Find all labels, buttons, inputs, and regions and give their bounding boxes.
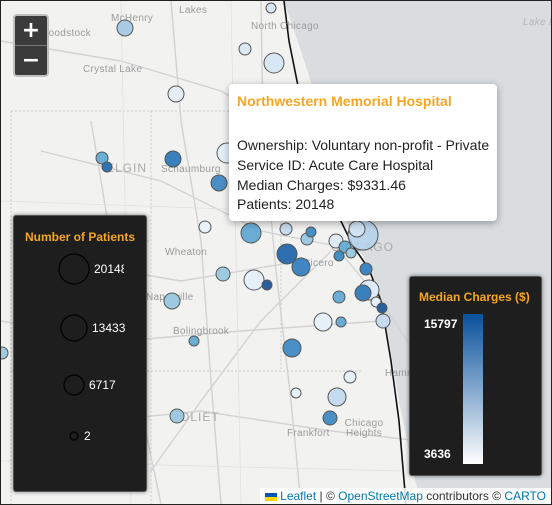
- hospital-marker[interactable]: [322, 410, 338, 426]
- place-label: McHenry: [111, 13, 154, 24]
- size-legend-circles: [58, 253, 90, 441]
- leaflet-link[interactable]: Leaflet: [280, 489, 317, 503]
- size-legend-label: 13433: [92, 321, 126, 335]
- hospital-marker[interactable]: [116, 19, 134, 37]
- hospital-marker[interactable]: [375, 313, 391, 329]
- attribution-contributors: contributors ©: [422, 489, 505, 503]
- hospital-marker[interactable]: [290, 387, 302, 399]
- place-label: Lake Mi: [523, 17, 551, 28]
- place-label: Cicero: [303, 258, 334, 269]
- hospital-marker[interactable]: [279, 222, 293, 236]
- hospital-marker[interactable]: [333, 250, 345, 262]
- color-legend-min: 3636: [424, 447, 451, 461]
- patients-size-legend: Number of Patients 20148 13433 6717 2: [13, 215, 147, 492]
- place-label: North Chicago: [251, 21, 319, 32]
- size-legend-circle: [69, 431, 79, 441]
- hospital-marker[interactable]: [215, 266, 231, 282]
- place-label: Frankfort: [287, 428, 330, 439]
- hospital-popup: Northwestern Memorial Hospital Ownership…: [229, 84, 497, 221]
- color-legend-max: 15797: [424, 317, 458, 331]
- place-label: Chicago Heights: [344, 418, 384, 439]
- hospital-marker[interactable]: [164, 150, 182, 168]
- zoom-out-button[interactable]: −: [15, 46, 47, 75]
- hospital-marker[interactable]: [343, 370, 357, 384]
- place-label: Hamm: [385, 368, 416, 379]
- carto-link[interactable]: CARTO: [504, 489, 546, 503]
- hospital-marker[interactable]: [169, 408, 185, 424]
- hospital-marker[interactable]: [163, 292, 181, 310]
- hospital-marker[interactable]: [354, 284, 372, 302]
- place-label: JOLIET: [173, 410, 220, 424]
- place-label: Schaumburg: [161, 164, 221, 175]
- hospital-marker[interactable]: [291, 257, 311, 277]
- color-legend-title: Median Charges ($): [419, 290, 530, 304]
- hospital-marker[interactable]: [95, 151, 109, 165]
- hospital-marker[interactable]: [167, 85, 185, 103]
- place-label: Lakes: [179, 5, 208, 16]
- hospital-marker[interactable]: [327, 387, 347, 407]
- median-charges-color-legend: Median Charges ($) 15797 3636: [409, 276, 542, 476]
- popup-patients: Patients: 20148: [237, 196, 335, 212]
- color-legend-gradient-bar: [463, 314, 483, 464]
- hospital-marker[interactable]: [282, 338, 302, 358]
- hospital-marker[interactable]: [263, 52, 285, 74]
- size-legend-label: 20148: [94, 262, 124, 276]
- hospital-marker[interactable]: [376, 302, 388, 314]
- hospital-marker[interactable]: [210, 174, 228, 192]
- hospital-marker[interactable]: [240, 222, 262, 244]
- size-legend-label: 2: [84, 429, 91, 443]
- hospital-marker[interactable]: [359, 262, 373, 276]
- popup-ownership: Ownership: Voluntary non-profit - Privat…: [237, 137, 490, 153]
- hospital-marker[interactable]: [243, 269, 265, 291]
- openstreetmap-link[interactable]: OpenStreetMap: [338, 489, 423, 503]
- size-legend-title: Number of Patients: [25, 230, 136, 244]
- popup-title: Northwestern Memorial Hospital: [237, 93, 452, 109]
- map-attribution: Leaflet | © OpenStreetMap contributors ©…: [260, 488, 551, 504]
- place-label: Bolingbrook: [173, 326, 230, 337]
- place-label: Wheaton: [165, 247, 208, 258]
- hospital-marker[interactable]: [348, 220, 366, 238]
- size-legend-label: 6717: [89, 378, 116, 392]
- size-legend-circle: [58, 253, 90, 285]
- hospital-marker[interactable]: [313, 312, 333, 332]
- hospital-marker[interactable]: [305, 226, 317, 238]
- hospital-marker[interactable]: [261, 279, 273, 291]
- hospital-marker[interactable]: [1, 346, 9, 360]
- hospital-marker[interactable]: [101, 161, 113, 173]
- place-label: Woodstock: [39, 28, 91, 39]
- zoom-control: + −: [13, 14, 49, 77]
- popup-charges: Median Charges: $9331.46: [237, 177, 406, 193]
- hospital-marker[interactable]: [276, 243, 298, 265]
- place-label: Crystal Lake: [83, 64, 143, 75]
- place-label: ELGIN: [106, 161, 148, 175]
- hospital-marker[interactable]: [188, 335, 200, 347]
- attribution-separator: | ©: [316, 489, 339, 503]
- zoom-in-button[interactable]: +: [15, 16, 47, 46]
- hospital-marker[interactable]: [198, 220, 212, 234]
- hospital-marker[interactable]: [335, 316, 347, 328]
- size-legend-circle: [60, 314, 88, 342]
- size-legend-circle: [63, 374, 85, 396]
- hospital-marker[interactable]: [332, 290, 346, 304]
- hospital-marker[interactable]: [265, 2, 277, 14]
- hospital-marker[interactable]: [238, 42, 252, 56]
- hospital-marker[interactable]: [345, 247, 357, 259]
- ukraine-flag-icon: [265, 493, 278, 501]
- popup-service: Service ID: Acute Care Hospital: [237, 157, 434, 173]
